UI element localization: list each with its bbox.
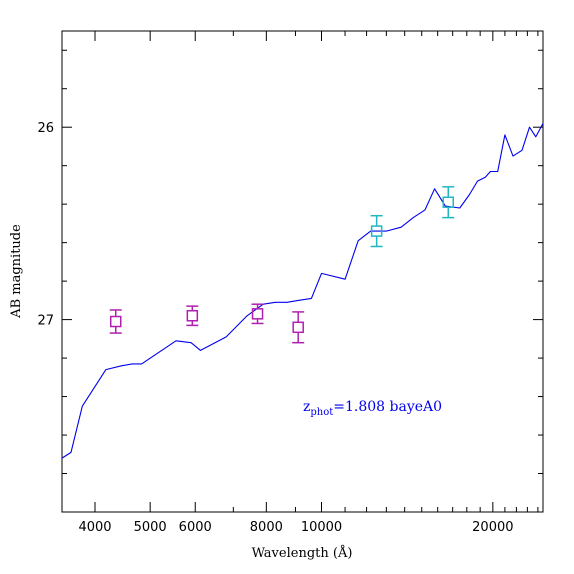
- x-tick-label: 8000: [250, 520, 283, 535]
- y-tick-label: 26: [37, 121, 54, 136]
- x-tick-label: 6000: [179, 520, 212, 535]
- photometry-point: [109, 309, 122, 334]
- y-tick-label: 27: [37, 314, 54, 329]
- x-tick-label: 10000: [301, 520, 342, 535]
- x-tick-labels: 4000 5000 6000 8000 10000 20000: [78, 520, 513, 535]
- photometry-point: [442, 186, 455, 219]
- data-point-marker: [109, 315, 122, 328]
- annotation-subscript: phot: [310, 407, 333, 418]
- spectrum-line: [61, 123, 544, 459]
- axis-ticks: [62, 31, 543, 513]
- x-tick-label: 4000: [78, 520, 111, 535]
- x-axis-title: Wavelength (Å): [252, 545, 353, 561]
- data-point-marker: [251, 308, 264, 320]
- data-point-marker: [186, 310, 199, 322]
- photometry-point: [251, 303, 264, 325]
- redshift-annotation: zphot=1.808 bayeA0: [303, 399, 442, 418]
- plot-frame: [61, 30, 544, 513]
- photometry-points: [109, 186, 455, 344]
- y-axis-title: AB magnitude: [9, 224, 24, 319]
- data-point-marker: [292, 321, 304, 334]
- photometry-point: [370, 214, 383, 248]
- photometry-point: [186, 305, 199, 327]
- annotation-main: z: [303, 399, 310, 415]
- x-tick-label: 20000: [472, 520, 513, 535]
- y-tick-labels: 26 27: [37, 121, 54, 328]
- photometry-point: [292, 311, 305, 344]
- data-point-marker: [442, 196, 455, 208]
- annotation-rest: =1.808 bayeA0: [333, 399, 442, 415]
- model-spectrum: [61, 123, 544, 459]
- data-point-marker: [370, 225, 383, 237]
- x-tick-label: 5000: [134, 520, 167, 535]
